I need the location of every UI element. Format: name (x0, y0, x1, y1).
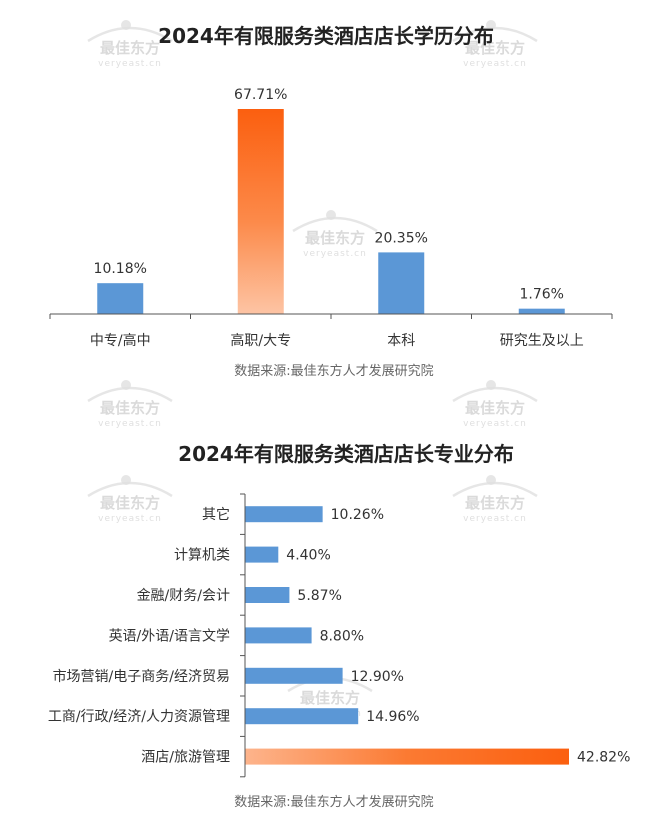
bar-major-0 (245, 506, 323, 523)
source-note-major: 数据来源:最佳东方人才发展研究院 (234, 794, 433, 810)
watermark-dot-icon (121, 380, 131, 390)
watermark-brand: 最佳东方 (100, 494, 160, 512)
watermark-logo: 最佳东方 veryeast.cn (452, 475, 538, 524)
category-label-education-1: 高职/大专 (230, 332, 291, 349)
watermark-brand: 最佳东方 (465, 39, 525, 57)
bar-education-2 (378, 252, 425, 314)
value-label-major-6: 42.82% (577, 750, 630, 766)
value-label-major-2: 5.87% (297, 588, 341, 604)
watermark-logo: 最佳东方 veryeast.cn (87, 380, 173, 429)
value-label-major-1: 4.40% (286, 548, 330, 564)
value-label-education-3: 1.76% (520, 287, 564, 303)
category-label-major-2: 金融/财务/会计 (137, 588, 230, 604)
value-label-major-5: 14.96% (366, 709, 419, 725)
bar-major-2 (245, 587, 290, 603)
bar-education-3 (518, 308, 565, 314)
value-label-education-1: 67.71% (234, 87, 287, 103)
watermark-brand: 最佳东方 (465, 399, 525, 417)
watermark-site: veryeast.cn (463, 514, 527, 524)
source-note-education: 数据来源:最佳东方人才发展研究院 (234, 363, 433, 379)
watermark-dot-icon (121, 475, 131, 485)
bar-education-0 (97, 283, 144, 314)
watermark-layer: 最佳东方 veryeast.cn 最佳东方 veryeast.cn 最佳东方 veryea… (87, 20, 538, 719)
watermark-site: veryeast.cn (463, 419, 527, 429)
watermark-site: veryeast.cn (98, 59, 162, 69)
watermark-logo: 最佳东方 veryeast.cn (452, 20, 538, 69)
bar-major-6 (245, 748, 569, 765)
watermark-dot-icon (121, 20, 131, 30)
watermark-site: veryeast.cn (98, 419, 162, 429)
chart-title-major: 2024年有限服务类酒店店长专业分布 (178, 442, 514, 466)
major-plot: 10.26% 其它 4.40% 计算机类 5.87% 金融/财务/会计 8.80% 英语/外语… (48, 493, 630, 778)
bar-major-3 (245, 627, 312, 644)
category-label-education-0: 中专/高中 (90, 332, 151, 349)
watermark-dot-icon (486, 380, 496, 390)
category-label-major-1: 计算机类 (174, 548, 230, 564)
watermark-brand: 最佳东方 (305, 229, 365, 247)
category-label-education-2: 本科 (387, 333, 415, 349)
watermark-logo: 最佳东方 veryeast.cn (292, 210, 378, 259)
value-label-education-0: 10.18% (94, 261, 147, 277)
education-plot: 10.18% 中专/高中 67.71% 高职/大专 20.35% 本科 1.76% 研究生及以… (49, 87, 613, 349)
watermark-logo: 最佳东方 veryeast.cn (87, 475, 173, 524)
bar-education-1 (237, 109, 284, 314)
watermark-dot-icon (326, 210, 336, 220)
watermark-dot-icon (486, 475, 496, 485)
watermark-brand: 最佳东方 (300, 689, 360, 707)
value-label-major-0: 10.26% (331, 507, 384, 523)
bar-major-1 (245, 546, 279, 563)
watermark-site: veryeast.cn (303, 249, 367, 259)
watermark-brand: 最佳东方 (465, 494, 525, 512)
watermark-brand: 最佳东方 (100, 39, 160, 57)
education-chart: 2024年有限服务类酒店店长学历分布 10.18% 中专/高中 67.71% 高职/大… (49, 24, 613, 379)
watermark-dot-icon (486, 20, 496, 30)
category-label-major-6: 酒店/旅游管理 (141, 750, 230, 766)
watermark-logo: 最佳东方 veryeast.cn (87, 20, 173, 69)
watermark-brand: 最佳东方 (100, 399, 160, 417)
major-chart: 2024年有限服务类酒店店长专业分布 10.26% 其它 4.40% 计算机类 5.87… (48, 442, 631, 810)
category-label-education-3: 研究生及以上 (500, 333, 584, 349)
bar-major-4 (245, 667, 343, 684)
category-label-major-4: 市场营销/电子商务/经济贸易 (53, 668, 230, 685)
value-label-major-3: 8.80% (320, 628, 364, 644)
watermark-site: veryeast.cn (463, 59, 527, 69)
bar-major-5 (245, 708, 359, 725)
chart-title-education: 2024年有限服务类酒店店长学历分布 (158, 24, 494, 48)
category-label-major-3: 英语/外语/语言文学 (109, 627, 230, 644)
category-label-major-0: 其它 (202, 506, 230, 523)
value-label-major-4: 12.90% (351, 669, 404, 685)
watermark-logo: 最佳东方 veryeast.cn (452, 380, 538, 429)
watermark-site: veryeast.cn (98, 514, 162, 524)
value-label-education-2: 20.35% (375, 230, 428, 246)
category-label-major-5: 工商/行政/经济/人力资源管理 (48, 709, 230, 725)
